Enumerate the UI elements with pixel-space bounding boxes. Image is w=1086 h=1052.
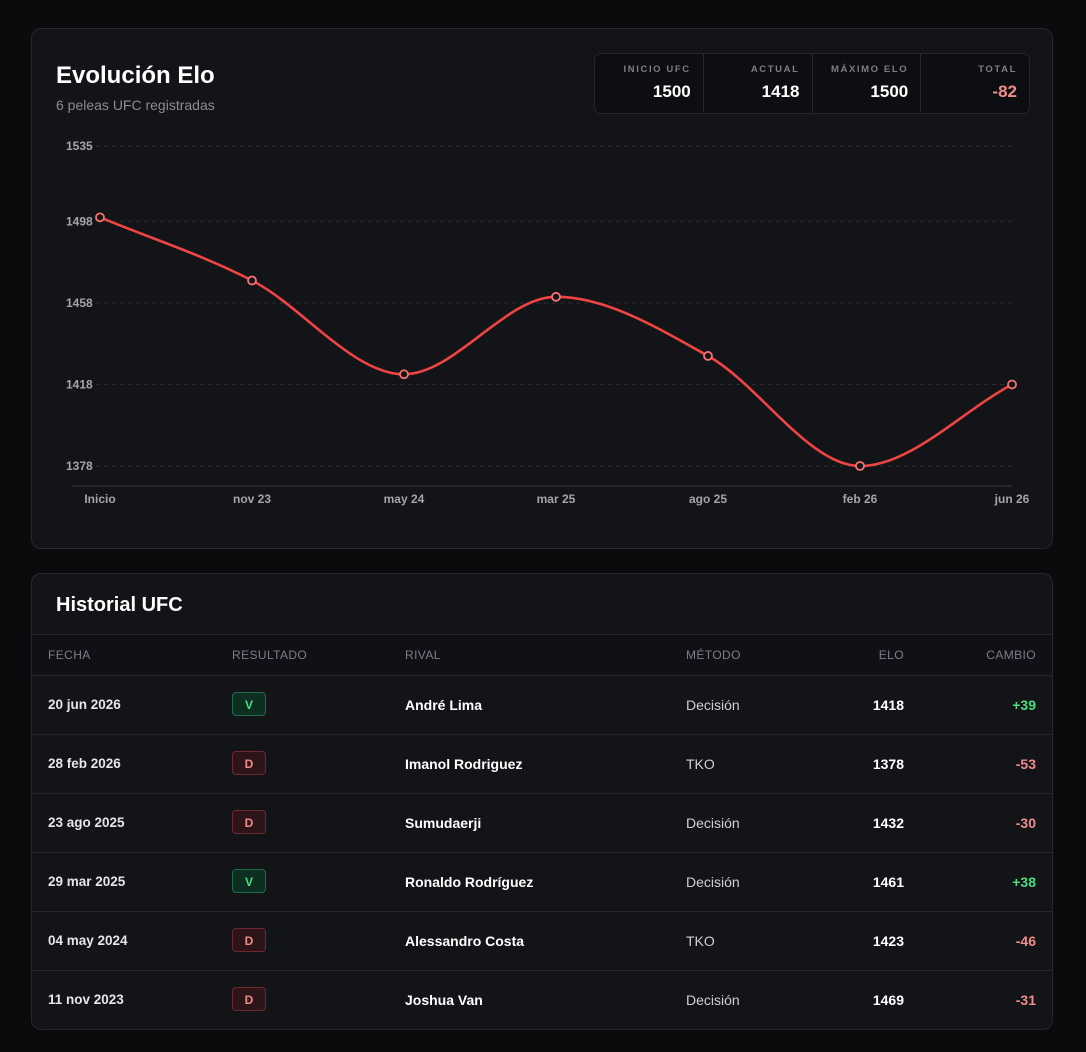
stat-label: MÁXIMO ELO — [831, 64, 909, 75]
column-header-elo: ELO — [878, 648, 904, 662]
stat-total: TOTAL -82 — [921, 54, 1029, 113]
column-header-cambio: CAMBIO — [986, 648, 1036, 662]
x-tick-label: may 24 — [384, 492, 425, 506]
elo-subtitle: 6 peleas UFC registradas — [56, 97, 215, 113]
row-result: D — [232, 928, 266, 952]
history-title: Historial UFC — [56, 594, 183, 616]
row-change: +39 — [1012, 697, 1036, 713]
row-rival: Ronaldo Rodríguez — [405, 874, 534, 890]
row-elo: 1432 — [872, 815, 904, 831]
x-tick-label: nov 23 — [233, 492, 271, 506]
x-tick-label: ago 25 — [689, 492, 727, 506]
data-point — [247, 275, 257, 286]
row-rival: Imanol Rodriguez — [405, 756, 523, 772]
result-badge: D — [232, 928, 266, 952]
stat-value: -82 — [992, 82, 1017, 101]
row-elo: 1423 — [872, 933, 904, 949]
row-result: D — [232, 751, 266, 775]
table-row[interactable]: 20 jun 2026 V André Lima Decisión 1418 +39 — [32, 676, 1052, 735]
elo-evolution-card: Evolución Elo 6 peleas UFC registradas 1… — [31, 28, 1053, 549]
stat-maximo-elo: MÁXIMO ELO 1500 — [813, 54, 922, 113]
data-point — [855, 461, 865, 471]
row-result: D — [232, 987, 266, 1011]
row-method: Decisión — [686, 697, 740, 713]
table-header: FECHA RESULTADO RIVAL MÉTODO ELO CAMBIO — [32, 634, 1052, 676]
row-date: 11 nov 2023 — [48, 992, 124, 1007]
y-tick-label: 1378 — [66, 459, 93, 473]
result-badge: V — [232, 692, 266, 716]
elo-line-chart: 1535 1498 1458 1418 1378 Inicio nov 23 may 24 ma… — [66, 139, 1030, 506]
ufc-history-card: Historial UFC FECHA RESULTADO RIVAL MÉTO… — [31, 573, 1053, 1030]
data-point — [95, 212, 105, 223]
y-tick-label: 1458 — [66, 296, 93, 310]
row-change: -46 — [1015, 933, 1036, 949]
row-change: -53 — [1015, 756, 1036, 772]
stat-label: INICIO UFC — [623, 64, 691, 75]
table-row[interactable]: 29 mar 2025 V Ronaldo Rodríguez Decisión 146… — [32, 853, 1052, 912]
row-method: Decisión — [686, 815, 740, 831]
result-badge: D — [232, 810, 266, 834]
x-tick-label: jun 26 — [994, 492, 1030, 506]
stat-inicio-ufc: INICIO UFC 1500 — [595, 54, 704, 113]
result-badge: D — [232, 987, 266, 1011]
stat-actual: ACTUAL 1418 — [704, 54, 813, 113]
table-row[interactable]: 11 nov 2023 D Joshua Van Decisión 1469 -31 — [32, 971, 1052, 1029]
result-badge: V — [232, 869, 266, 893]
column-header-resultado: RESULTADO — [232, 648, 308, 662]
row-rival: Sumudaerji — [405, 815, 482, 831]
stat-value: 1500 — [652, 82, 691, 101]
column-header-fecha: FECHA — [48, 648, 91, 662]
table-row[interactable]: 04 may 2024 D Alessandro Costa TKO 1423 -46 — [32, 912, 1052, 971]
row-result: D — [232, 810, 266, 834]
row-elo: 1418 — [872, 697, 904, 713]
row-change: -31 — [1015, 992, 1036, 1008]
table-row[interactable]: 23 ago 2025 D Sumudaerji Decisión 1432 -30 — [32, 794, 1052, 853]
elo-stats-panel: INICIO UFC 1500 ACTUAL 1418 MÁXIMO ELO 1… — [594, 53, 1030, 114]
row-rival: Joshua Van — [405, 992, 483, 1008]
data-point — [1007, 379, 1017, 390]
column-header-rival: RIVAL — [405, 648, 441, 662]
data-point — [399, 369, 409, 380]
stat-value: 1418 — [761, 82, 800, 101]
elo-series-line — [99, 216, 1013, 468]
x-tick-label: mar 25 — [537, 492, 576, 506]
y-tick-label: 1498 — [66, 214, 93, 228]
y-tick-label: 1535 — [66, 139, 93, 153]
row-date: 23 ago 2025 — [48, 815, 125, 830]
result-badge: D — [232, 751, 266, 775]
stat-label: TOTAL — [978, 64, 1017, 75]
row-date: 20 jun 2026 — [48, 697, 121, 712]
row-method: Decisión — [686, 874, 740, 890]
x-tick-label: feb 26 — [843, 492, 878, 506]
row-rival: Alessandro Costa — [405, 933, 525, 949]
row-method: TKO — [686, 756, 715, 772]
stat-label: ACTUAL — [750, 64, 800, 75]
row-method: Decisión — [686, 992, 740, 1008]
row-method: TKO — [686, 933, 715, 949]
column-header-metodo: MÉTODO — [686, 648, 741, 662]
row-date: 28 feb 2026 — [48, 756, 121, 771]
row-elo: 1469 — [872, 992, 904, 1008]
row-date: 29 mar 2025 — [48, 874, 126, 889]
x-tick-label: Inicio — [84, 492, 115, 506]
table-row[interactable]: 28 feb 2026 D Imanol Rodriguez TKO 1378 -53 — [32, 735, 1052, 794]
row-result: V — [232, 692, 266, 716]
row-rival: André Lima — [405, 697, 483, 713]
y-tick-label: 1418 — [66, 377, 93, 391]
row-elo: 1378 — [872, 756, 904, 772]
row-elo: 1461 — [872, 874, 904, 890]
row-change: +38 — [1012, 874, 1036, 890]
row-date: 04 may 2024 — [48, 933, 128, 948]
row-change: -30 — [1015, 815, 1036, 831]
row-result: V — [232, 869, 266, 893]
stat-value: 1500 — [870, 82, 909, 101]
data-point — [551, 291, 561, 302]
elo-title: Evolución Elo — [56, 62, 215, 89]
data-point — [703, 351, 713, 361]
